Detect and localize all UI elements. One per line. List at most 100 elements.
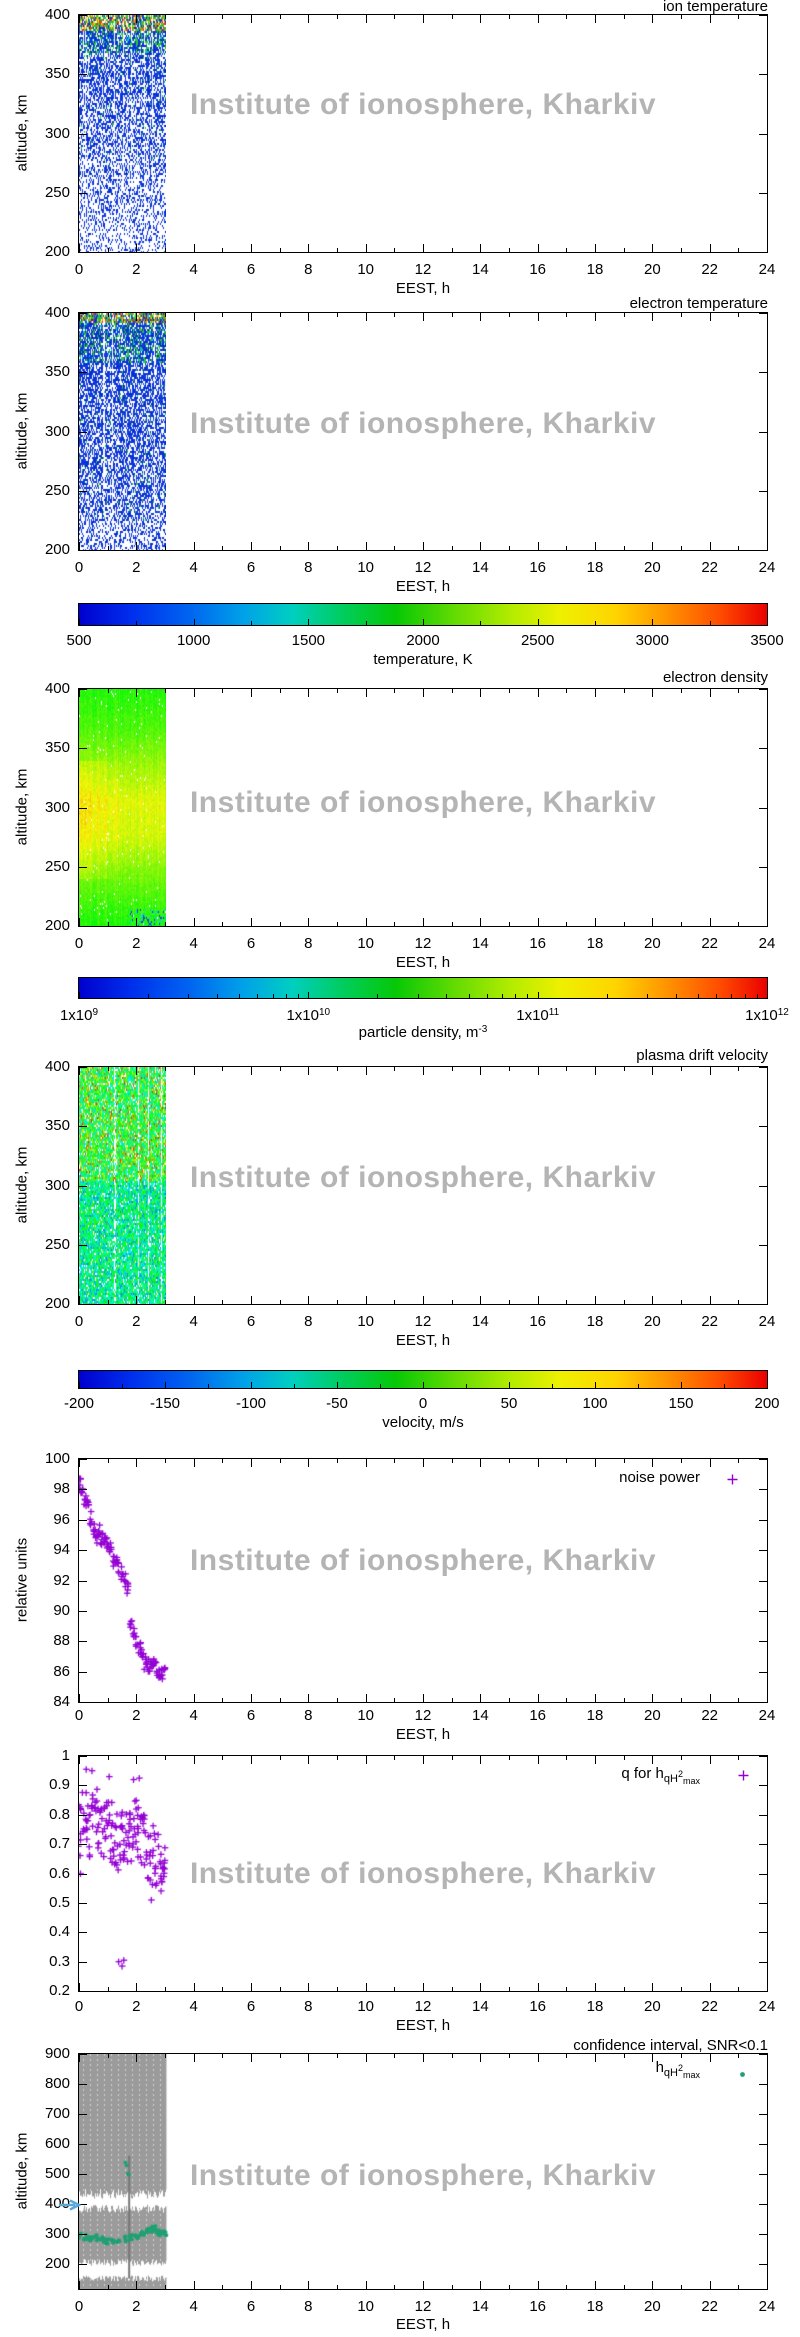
tick-mark	[759, 748, 767, 750]
electron-temperature-heatmap	[79, 313, 166, 550]
tick-mark	[537, 1983, 539, 1991]
q-factor-scatter	[79, 1756, 767, 1991]
tick-mark	[423, 1459, 424, 1467]
tick-mark	[193, 313, 195, 321]
tick-mark	[767, 15, 768, 23]
x-tick-label: 8	[304, 1707, 313, 1724]
y-tick-label: 200	[44, 1295, 70, 1312]
tick-mark	[595, 621, 596, 625]
tick-mark	[423, 1382, 424, 1388]
tick-mark	[566, 1987, 568, 1991]
tick-mark	[79, 1873, 87, 1875]
colorbar-tick-label: 1x1010	[286, 1007, 331, 1024]
tick-mark	[107, 2054, 109, 2058]
tick-mark	[423, 542, 424, 550]
tick-mark	[257, 994, 259, 998]
y-tick-label: 0.4	[49, 1923, 70, 1941]
tick-mark	[165, 1459, 166, 1463]
tick-mark	[480, 1296, 482, 1304]
x-tick-label: 22	[701, 1313, 718, 1330]
tick-mark	[193, 619, 195, 625]
tick-mark	[394, 1300, 396, 1304]
y-tick-label: 96	[53, 1510, 70, 1528]
tick-mark	[480, 621, 482, 625]
y-tick-label: 88	[53, 1632, 70, 1650]
tick-mark	[337, 922, 338, 926]
tick-mark	[709, 1756, 711, 1764]
tick-mark	[251, 2281, 252, 2289]
tick-mark	[365, 1756, 367, 1764]
watermark: Institute of ionosphere, Kharkiv	[189, 785, 657, 819]
tick-mark	[759, 1785, 767, 1787]
y-tick-label: 350	[44, 739, 70, 757]
tick-mark	[79, 2233, 87, 2235]
tick-mark	[279, 546, 281, 550]
x-tick-label: 14	[471, 559, 489, 576]
tick-mark	[566, 15, 568, 19]
tick-mark	[394, 313, 396, 317]
y-tick-label: 300	[44, 798, 70, 816]
tick-mark	[537, 313, 539, 321]
tick-mark	[451, 546, 453, 550]
tick-mark	[337, 1459, 338, 1463]
tick-mark	[79, 1459, 80, 1467]
watermark: Institute of ionosphere, Kharkiv	[189, 1856, 657, 1890]
tick-mark	[537, 689, 539, 697]
tick-mark	[738, 1987, 740, 1991]
tick-mark	[738, 1756, 740, 1760]
colorbar-tick-label: 50	[500, 1395, 518, 1412]
tick-mark	[79, 1519, 87, 1521]
tick-mark	[681, 922, 682, 926]
tick-mark	[279, 1987, 281, 1991]
tick-mark	[486, 994, 488, 998]
tick-mark	[759, 431, 767, 433]
tick-mark	[79, 2113, 87, 2115]
tick-mark	[279, 1756, 281, 1760]
tick-mark	[759, 2083, 767, 2085]
tick-mark	[652, 1459, 654, 1467]
x-tick-label: 22	[701, 935, 718, 952]
tick-mark	[279, 313, 281, 317]
tick-mark	[566, 546, 568, 550]
x-tick-label: 8	[304, 1313, 313, 1330]
tick-mark	[738, 1698, 740, 1702]
tick-mark	[239, 994, 241, 998]
tick-mark	[308, 15, 310, 23]
tick-mark	[165, 1067, 166, 1071]
tick-mark	[759, 15, 767, 16]
tick-mark	[515, 994, 517, 998]
tick-mark	[251, 1459, 252, 1467]
tick-mark	[537, 15, 539, 23]
tick-mark	[337, 1067, 338, 1071]
tick-mark	[107, 1459, 109, 1463]
tick-mark	[423, 689, 424, 697]
confidence-interval-plot: Institute of ionosphere, Kharkiv	[78, 2053, 768, 2290]
tick-mark	[623, 1459, 625, 1463]
tick-mark	[251, 1983, 252, 1991]
x-tick-label: 16	[529, 1998, 546, 2015]
tick-mark	[79, 1296, 80, 1304]
tick-mark	[251, 621, 252, 625]
tick-mark	[107, 1300, 109, 1304]
particle-density-colorbar	[78, 977, 768, 999]
tick-mark	[394, 1756, 396, 1760]
y-tick-label: 350	[44, 65, 70, 83]
tick-mark	[222, 1698, 224, 1702]
x-tick-label: 6	[246, 935, 256, 952]
tick-mark	[652, 15, 654, 23]
tick-mark	[423, 918, 424, 926]
y-tick-label: 250	[44, 1235, 70, 1253]
tick-mark	[337, 1698, 338, 1702]
tick-mark	[423, 1296, 424, 1304]
colorbar-tick-label: 1x109	[59, 1007, 99, 1024]
x-tick-label: 0	[74, 1707, 84, 1724]
tick-mark	[222, 15, 224, 19]
tick-mark	[652, 1296, 654, 1304]
tick-mark	[193, 918, 195, 926]
x-tick-label: 22	[701, 559, 718, 576]
tick-mark	[738, 546, 740, 550]
x-tick-label: 6	[246, 1313, 256, 1330]
tick-mark	[337, 15, 338, 19]
tick-mark	[308, 689, 310, 697]
x-tick-label: 6	[246, 559, 256, 576]
